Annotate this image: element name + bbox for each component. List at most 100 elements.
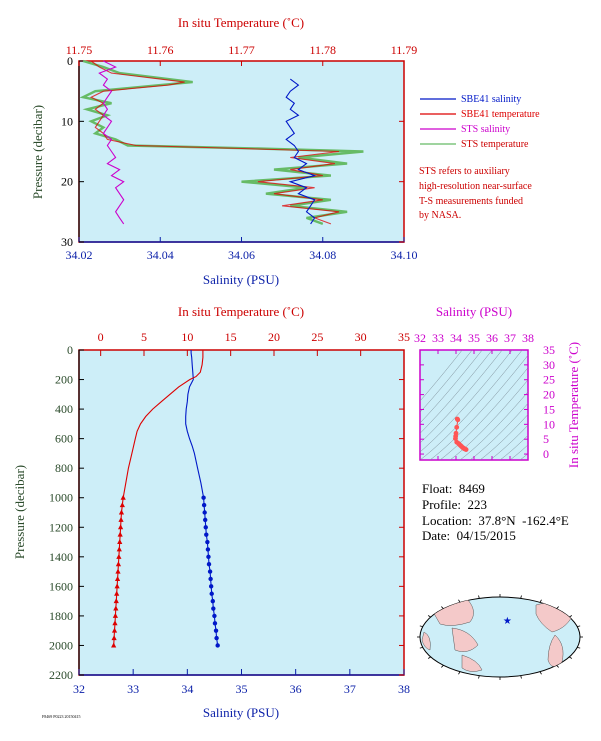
full-profile-temperature-point xyxy=(115,568,121,574)
near-surface-series-sbe-temperature xyxy=(89,60,340,225)
ts-point xyxy=(463,447,469,452)
map-graticule-tick xyxy=(441,665,444,668)
near-surface-top-tick-label: 11.79 xyxy=(391,43,418,57)
ts-density-contour xyxy=(439,367,528,460)
ts-top-tick-label: 37 xyxy=(504,331,516,345)
near-surface-top-tick-label: 11.76 xyxy=(147,43,174,57)
map-graticule-tick xyxy=(539,599,542,603)
full-profile-salinity-point xyxy=(212,613,217,619)
full-profile-salinity-point xyxy=(215,643,220,648)
full-profile-salinity-point xyxy=(208,584,214,589)
near-surface-bottom-tick-label: 34.10 xyxy=(391,248,418,262)
map-land xyxy=(421,599,575,672)
near-surface-bottom-tick-label: 34.02 xyxy=(66,248,93,262)
full-profile-salinity-point xyxy=(206,562,212,567)
full-profile-y-tick-label: 1600 xyxy=(49,579,73,593)
ts-density-contour xyxy=(499,434,528,460)
map-landmass xyxy=(461,654,483,672)
full-profile-salinity-point xyxy=(203,517,208,523)
ts-right-tick-label: 10 xyxy=(543,417,555,431)
ts-density-contour xyxy=(420,350,503,444)
ts-density-contour xyxy=(429,354,528,460)
full-profile-top-tick-label: 0 xyxy=(98,330,104,344)
full-profile-bottom-axis-title: Salinity (PSU) xyxy=(203,705,279,720)
ts-right-tick-label: 20 xyxy=(543,388,555,402)
ts-density-contour xyxy=(509,444,528,460)
full-profile-temperature-point xyxy=(111,627,118,633)
near-surface-chart: 34.02 34.04 34.06 34.08 34.10 11.75 11.76 11.77… xyxy=(30,15,418,287)
full-profile-top-tick-label: 25 xyxy=(311,330,323,344)
legend-label-sbe-temperature: SBE41 temperature xyxy=(461,109,540,120)
map-graticule-tick xyxy=(577,625,581,628)
ts-right-tick-label: 30 xyxy=(543,358,555,372)
map-graticule-tick xyxy=(556,606,559,609)
map-landmass xyxy=(421,631,431,651)
map-graticule-tick xyxy=(539,671,542,675)
full-profile-temperature-point xyxy=(115,561,122,567)
full-profile-top-tick-label: 15 xyxy=(225,330,237,344)
map-graticule-tick xyxy=(427,615,431,618)
near-surface-bottom-tick-label: 34.06 xyxy=(228,248,255,262)
ts-density-contour xyxy=(420,350,473,413)
map-graticule-tick xyxy=(577,646,581,649)
full-profile-salinity-point xyxy=(206,554,211,560)
full-profile-temperature-point xyxy=(114,583,120,589)
full-profile-top-tick-label: 20 xyxy=(268,330,280,344)
footer-tag: F8469 P0223 20150415 xyxy=(42,714,80,719)
map-graticule-tick xyxy=(569,615,573,618)
full-profile-top-tick-label: 10 xyxy=(181,330,193,344)
map-graticule-tick xyxy=(419,646,423,649)
ts-top-tick-label: 35 xyxy=(468,331,480,345)
full-profile-salinity-point xyxy=(214,635,219,641)
near-surface-y-tick-label: 20 xyxy=(61,175,73,189)
full-profile-y-tick-label: 1400 xyxy=(49,550,73,564)
ts-density-contour xyxy=(420,350,493,434)
full-profile-y-axis-title: Pressure (decibar) xyxy=(12,465,27,559)
near-surface-bottom-tick-label: 34.08 xyxy=(309,248,336,262)
map-landmass xyxy=(451,627,479,652)
full-profile-temperature-point xyxy=(118,509,125,515)
full-profile-temperature-point xyxy=(112,620,118,626)
ts-top-tick-label: 34 xyxy=(450,331,462,345)
legend-label-sbe-salinity: SBE41 salinity xyxy=(461,94,521,105)
full-profile-y-tick-label: 600 xyxy=(55,432,73,446)
near-surface-y-axis-title: Pressure (decibar) xyxy=(30,105,45,199)
full-profile-bottom-tick-label: 33 xyxy=(127,682,139,696)
map-graticule-tick xyxy=(478,595,480,599)
full-profile-temperature-point xyxy=(112,612,118,618)
world-map: ★ xyxy=(417,594,583,680)
full-profile-temperature-point xyxy=(119,502,125,508)
ts-point xyxy=(454,424,460,430)
full-profile-temperature-point xyxy=(113,598,119,604)
full-profile-salinity-point xyxy=(204,532,209,537)
ts-density-contour xyxy=(489,424,528,460)
ts-density-contour xyxy=(420,350,483,424)
location: Location: 37.8°N -162.4°E xyxy=(422,513,569,528)
near-surface-top-tick-label: 11.75 xyxy=(66,43,93,57)
full-profile-salinity-point xyxy=(213,628,219,633)
map-graticule-tick xyxy=(520,675,522,679)
near-surface-top-tick-label: 11.78 xyxy=(309,43,336,57)
float-id: Float: 8469 xyxy=(422,481,485,496)
ts-top-axis-title: Salinity (PSU) xyxy=(436,304,512,319)
full-profile-bottom-tick-label: 32 xyxy=(73,682,85,696)
full-profile-salinity-point xyxy=(210,598,215,604)
full-profile-temperature-point xyxy=(111,642,117,648)
near-surface-bottom-axis-title: Salinity (PSU) xyxy=(203,272,279,287)
full-profile-temperature-line xyxy=(122,350,204,498)
full-profile-bottom-tick-label: 34 xyxy=(181,682,193,696)
full-profile-plot-area xyxy=(78,349,405,676)
ts-density-contour xyxy=(479,414,528,460)
full-profile-y-tick-label: 1800 xyxy=(49,609,73,623)
profile-number: Profile: 223 xyxy=(422,497,487,512)
map-graticule-tick xyxy=(520,595,522,599)
full-profile-chart: 32 33 34 35 36 37 38 0 5 10 15 20 25 30 35 0 200 400 600 80… xyxy=(12,304,410,720)
full-profile-y-tick-label: 400 xyxy=(55,402,73,416)
full-profile-y-tick-label: 800 xyxy=(55,461,73,475)
ts-density-contour xyxy=(420,350,523,460)
ts-point xyxy=(455,417,461,423)
float-location-star-icon: ★ xyxy=(503,616,512,627)
ts-right-tick-label: 0 xyxy=(543,447,549,461)
map-graticule-tick xyxy=(569,656,573,659)
